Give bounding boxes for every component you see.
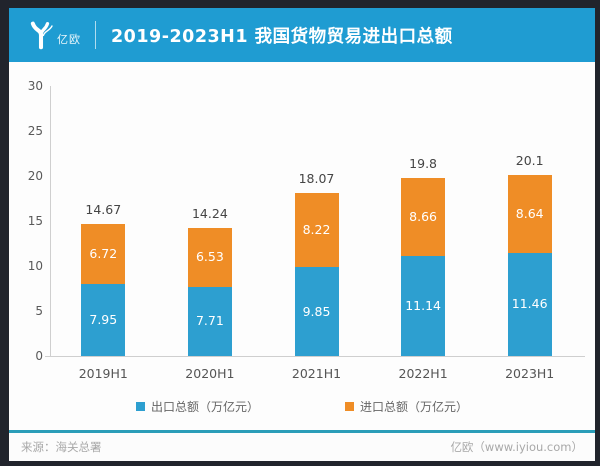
x-axis-category-label: 2021H1 (291, 366, 342, 381)
legend-item-import: 进口总额（万亿元） (345, 398, 468, 415)
bar-total-label: 14.67 (85, 201, 122, 217)
header: 亿欧 2019-2023H1 我国货物贸易进出口总额 (9, 8, 595, 62)
bar-total-label: 18.07 (298, 171, 335, 187)
brand-y-icon (28, 20, 54, 50)
content-card: 亿欧 2019-2023H1 我国货物贸易进出口总额 出口总额（万亿元） 进口总额… (9, 8, 595, 461)
bar-value-label: 8.66 (409, 208, 438, 224)
x-axis-line (45, 356, 585, 357)
credit-text: 亿欧（www.iyiou.com） (450, 440, 583, 454)
x-axis-category-label: 2023H1 (505, 366, 555, 381)
y-axis-tick-label: 5 (35, 304, 43, 318)
header-divider (95, 21, 96, 49)
x-axis-category-label: 2019H1 (78, 366, 128, 381)
bar-segment-import (507, 175, 552, 253)
legend-label: 出口总额（万亿元） (150, 400, 259, 414)
chart-legend: 出口总额（万亿元） 进口总额（万亿元） (9, 398, 595, 415)
bar-segment-import (294, 193, 339, 268)
y-axis-tick-label: 10 (27, 259, 43, 273)
footer: 来源：海关总署 亿欧（www.iyiou.com） (9, 430, 595, 461)
y-axis-tick-label: 30 (27, 79, 43, 93)
bar-segment-export (187, 286, 232, 356)
bar-value-label: 11.46 (511, 296, 548, 312)
legend-label: 进口总额（万亿元） (360, 400, 469, 414)
bar-segment-export (294, 267, 339, 356)
bar-value-label: 6.53 (195, 249, 224, 265)
bar-segment-export (507, 252, 552, 356)
bar-segment-import (187, 227, 232, 287)
x-axis-category-label: 2020H1 (185, 366, 235, 381)
y-axis-tick-label: 20 (27, 169, 43, 183)
y-axis-tick-label: 0 (35, 349, 43, 363)
legend-item-export: 出口总额（万亿元） (135, 398, 259, 415)
bar-segment-export (81, 284, 126, 356)
y-axis-line (50, 86, 51, 356)
y-axis-tick-label: 15 (27, 214, 43, 228)
bar-value-label: 11.14 (405, 297, 441, 313)
brand-logo-text: 亿欧 (57, 33, 81, 46)
brand-logo: 亿欧 (28, 20, 81, 50)
bar-value-label: 6.72 (89, 246, 118, 262)
bar-total-label: 20.1 (515, 153, 544, 169)
bar-value-label: 8.22 (302, 222, 331, 238)
page-title: 2019-2023H1 我国货物贸易进出口总额 (111, 26, 453, 47)
bar-value-label: 7.95 (89, 312, 118, 328)
bar-segment-import (81, 223, 126, 285)
x-axis-category-label: 2022H1 (398, 366, 448, 381)
bar-total-label: 19.8 (409, 155, 438, 171)
legend-marker-import (345, 402, 354, 411)
source-text: 来源：海关总署 (21, 440, 102, 454)
bar-value-label: 7.71 (195, 313, 224, 329)
bar-value-label: 8.64 (515, 205, 544, 221)
bar-segment-export (401, 255, 446, 356)
y-axis-tick-label: 25 (27, 124, 43, 138)
bar-value-label: 9.85 (302, 303, 331, 319)
bar-total-label: 14.24 (191, 205, 228, 221)
bar-segment-import (401, 177, 446, 256)
legend-marker-export (135, 402, 145, 411)
